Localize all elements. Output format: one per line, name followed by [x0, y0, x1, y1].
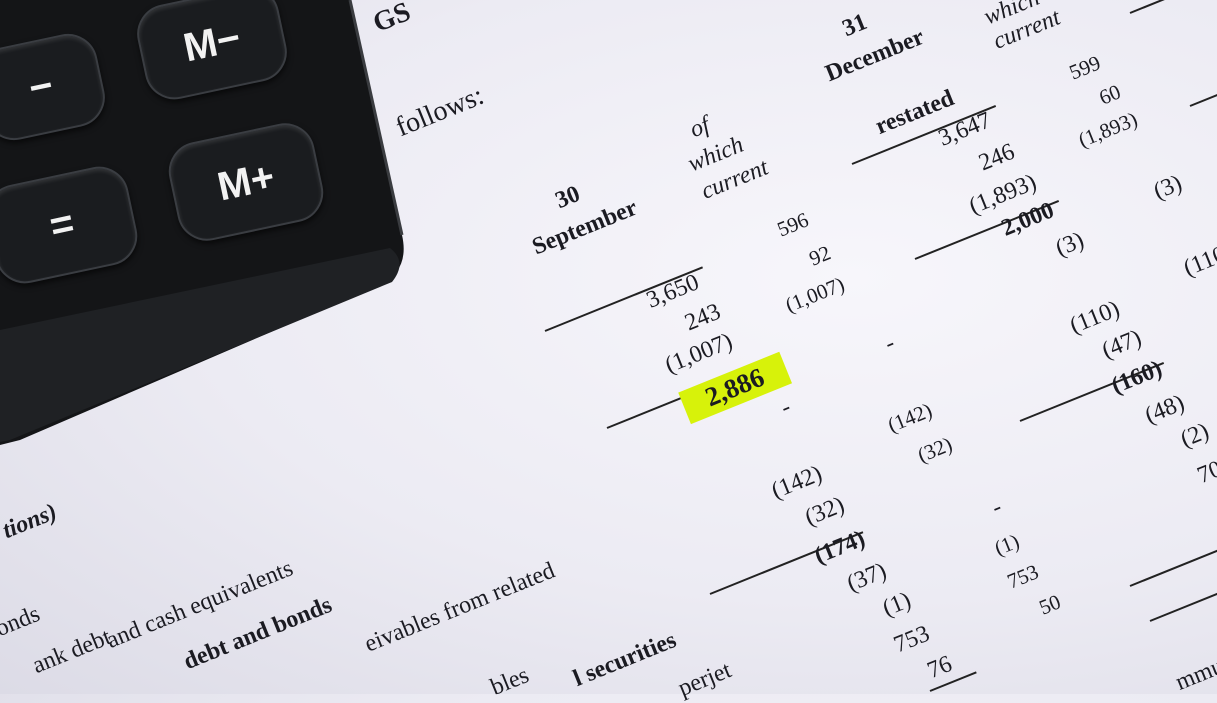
rule-line	[1189, 90, 1217, 107]
row-label: onds	[0, 600, 44, 643]
rule-line	[1149, 590, 1217, 622]
rule-line	[1129, 0, 1187, 14]
equals-key-label: =	[45, 200, 78, 249]
rule-line	[1129, 547, 1217, 587]
row-label: l securities	[569, 627, 681, 692]
cell: -	[777, 393, 795, 422]
cell: 599	[1065, 50, 1104, 85]
col-dec-month: December	[821, 24, 928, 88]
cell: (1,007)	[781, 271, 848, 318]
cell: (48)	[1141, 389, 1189, 430]
cell: (3)	[1051, 227, 1088, 262]
cell: 753	[890, 620, 934, 659]
cell: (32)	[914, 431, 956, 468]
cell: (142)	[767, 460, 826, 505]
cell: (32)	[801, 491, 849, 532]
cell: (110	[1179, 241, 1217, 282]
cell: 50	[1035, 589, 1065, 620]
memory-minus-key-label: M−	[179, 15, 245, 70]
col-sept-month: September	[528, 194, 641, 261]
cell: 246	[975, 138, 1019, 177]
cell: 70	[1193, 455, 1217, 490]
cell: (1)	[990, 528, 1023, 561]
memory-plus-key-label: M+	[213, 154, 279, 209]
cell: (142)	[884, 397, 936, 438]
col-sept-day: 30	[551, 180, 584, 215]
cell: 60	[1095, 79, 1125, 110]
cell: 92	[805, 240, 835, 271]
cell: 596	[773, 207, 812, 242]
calculator: − M− = M+	[0, 0, 420, 450]
col-dec-day: 31	[838, 8, 871, 43]
cell: (47)	[1098, 324, 1146, 365]
cell: (1,007)	[661, 328, 737, 379]
row-label: ank debt	[28, 624, 115, 679]
cell: (3)	[1149, 170, 1186, 205]
cell: 753	[1003, 559, 1042, 594]
cell: (1)	[878, 587, 915, 622]
cell: (2)	[1176, 418, 1213, 453]
row-label: eivables from related	[361, 557, 559, 658]
row-label: tions)	[0, 498, 61, 545]
cell: (37)	[843, 557, 891, 598]
row-label: mmu	[1172, 653, 1217, 696]
cell: (1,893)	[1074, 106, 1141, 153]
col-current-of: of	[686, 111, 714, 144]
cell: (160)	[1107, 355, 1166, 400]
row-label: bles	[487, 662, 533, 701]
row-label: perjet	[674, 657, 736, 702]
cell: (174)	[810, 525, 869, 570]
cell: -	[881, 329, 899, 358]
cell: -	[988, 493, 1006, 522]
minus-key-label: −	[24, 62, 57, 111]
